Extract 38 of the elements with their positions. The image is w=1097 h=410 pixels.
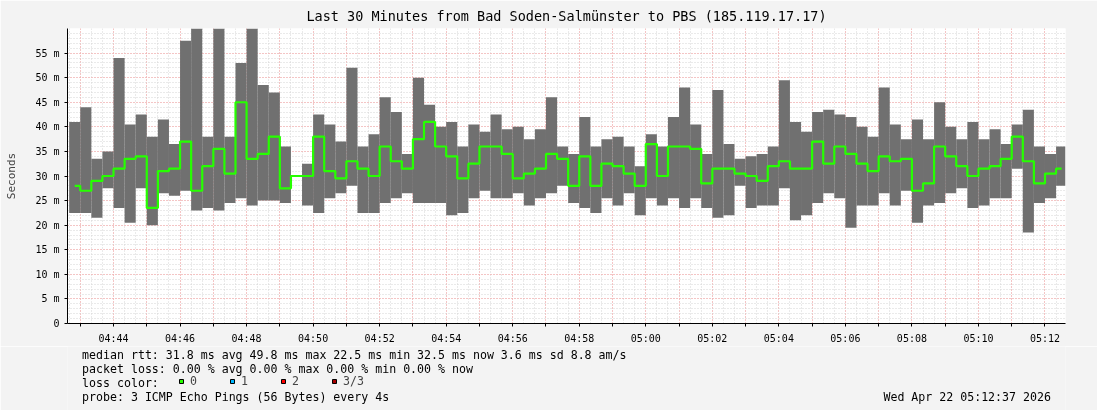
y-tick-label: 30 m [35,170,60,182]
y-axis-title: Seconds [5,152,19,200]
text: packet loss: 0.00 % avg 0.00 % max 0.00 % min 0.00 % now [82,361,473,376]
y-tick-label: 10 m [35,268,60,280]
x-tick-label: 04:54 [431,332,462,344]
y-tick-label: 35 m [35,145,60,157]
x-tick-label: 05:02 [697,332,728,344]
legend-label: 1 [241,374,249,388]
legend-label: 3/3 [343,374,364,388]
y-tick-label: 20 m [35,219,60,231]
y-tick-label: 15 m [35,244,60,256]
y-tick-label: 40 m [35,121,60,133]
y-tick-label: 45 m [35,96,60,108]
y-tick-label: 5 m [41,293,60,305]
text: Wed Apr 22 05:12:37 2026 [883,389,1051,404]
y-tick-label: 0 [53,318,60,329]
x-tick-label: 05:12 [1029,332,1061,344]
text: median rtt: 31.8 ms avg 49.8 ms max 22.5 ms min 32.5 ms now 3.6 ms sd 8.8 am/s [82,347,627,362]
y-tick-label: 55 m [35,47,60,59]
chart-title: Last 30 Minutes from Bad Soden-Salmünster to PBS (185.119.17.17) [306,7,827,24]
x-tick-label: 05:06 [830,332,861,344]
x-tick-label: 04:46 [165,332,196,344]
x-tick-label: 05:10 [963,332,994,344]
y-tick-label: 25 m [35,195,60,207]
x-tick-label: 04:44 [98,332,129,344]
text: probe: 3 ICMP Echo Pings (56 Bytes) every 4s [82,389,390,404]
x-tick-label: 04:48 [231,332,262,344]
legend-label: 2 [292,374,300,388]
x-tick-label: 05:04 [763,332,794,344]
x-tick-label: 04:52 [364,332,395,344]
x-tick-label: 04:58 [564,332,595,344]
legend-label: 0 [190,374,198,388]
legend-title: loss color: [82,375,159,390]
y-tick-label: 50 m [35,72,60,84]
x-tick-label: 05:00 [630,332,661,344]
x-tick-label: 05:08 [896,332,927,344]
x-tick-label: 04:50 [298,332,329,344]
x-tick-label: 04:56 [497,332,528,344]
